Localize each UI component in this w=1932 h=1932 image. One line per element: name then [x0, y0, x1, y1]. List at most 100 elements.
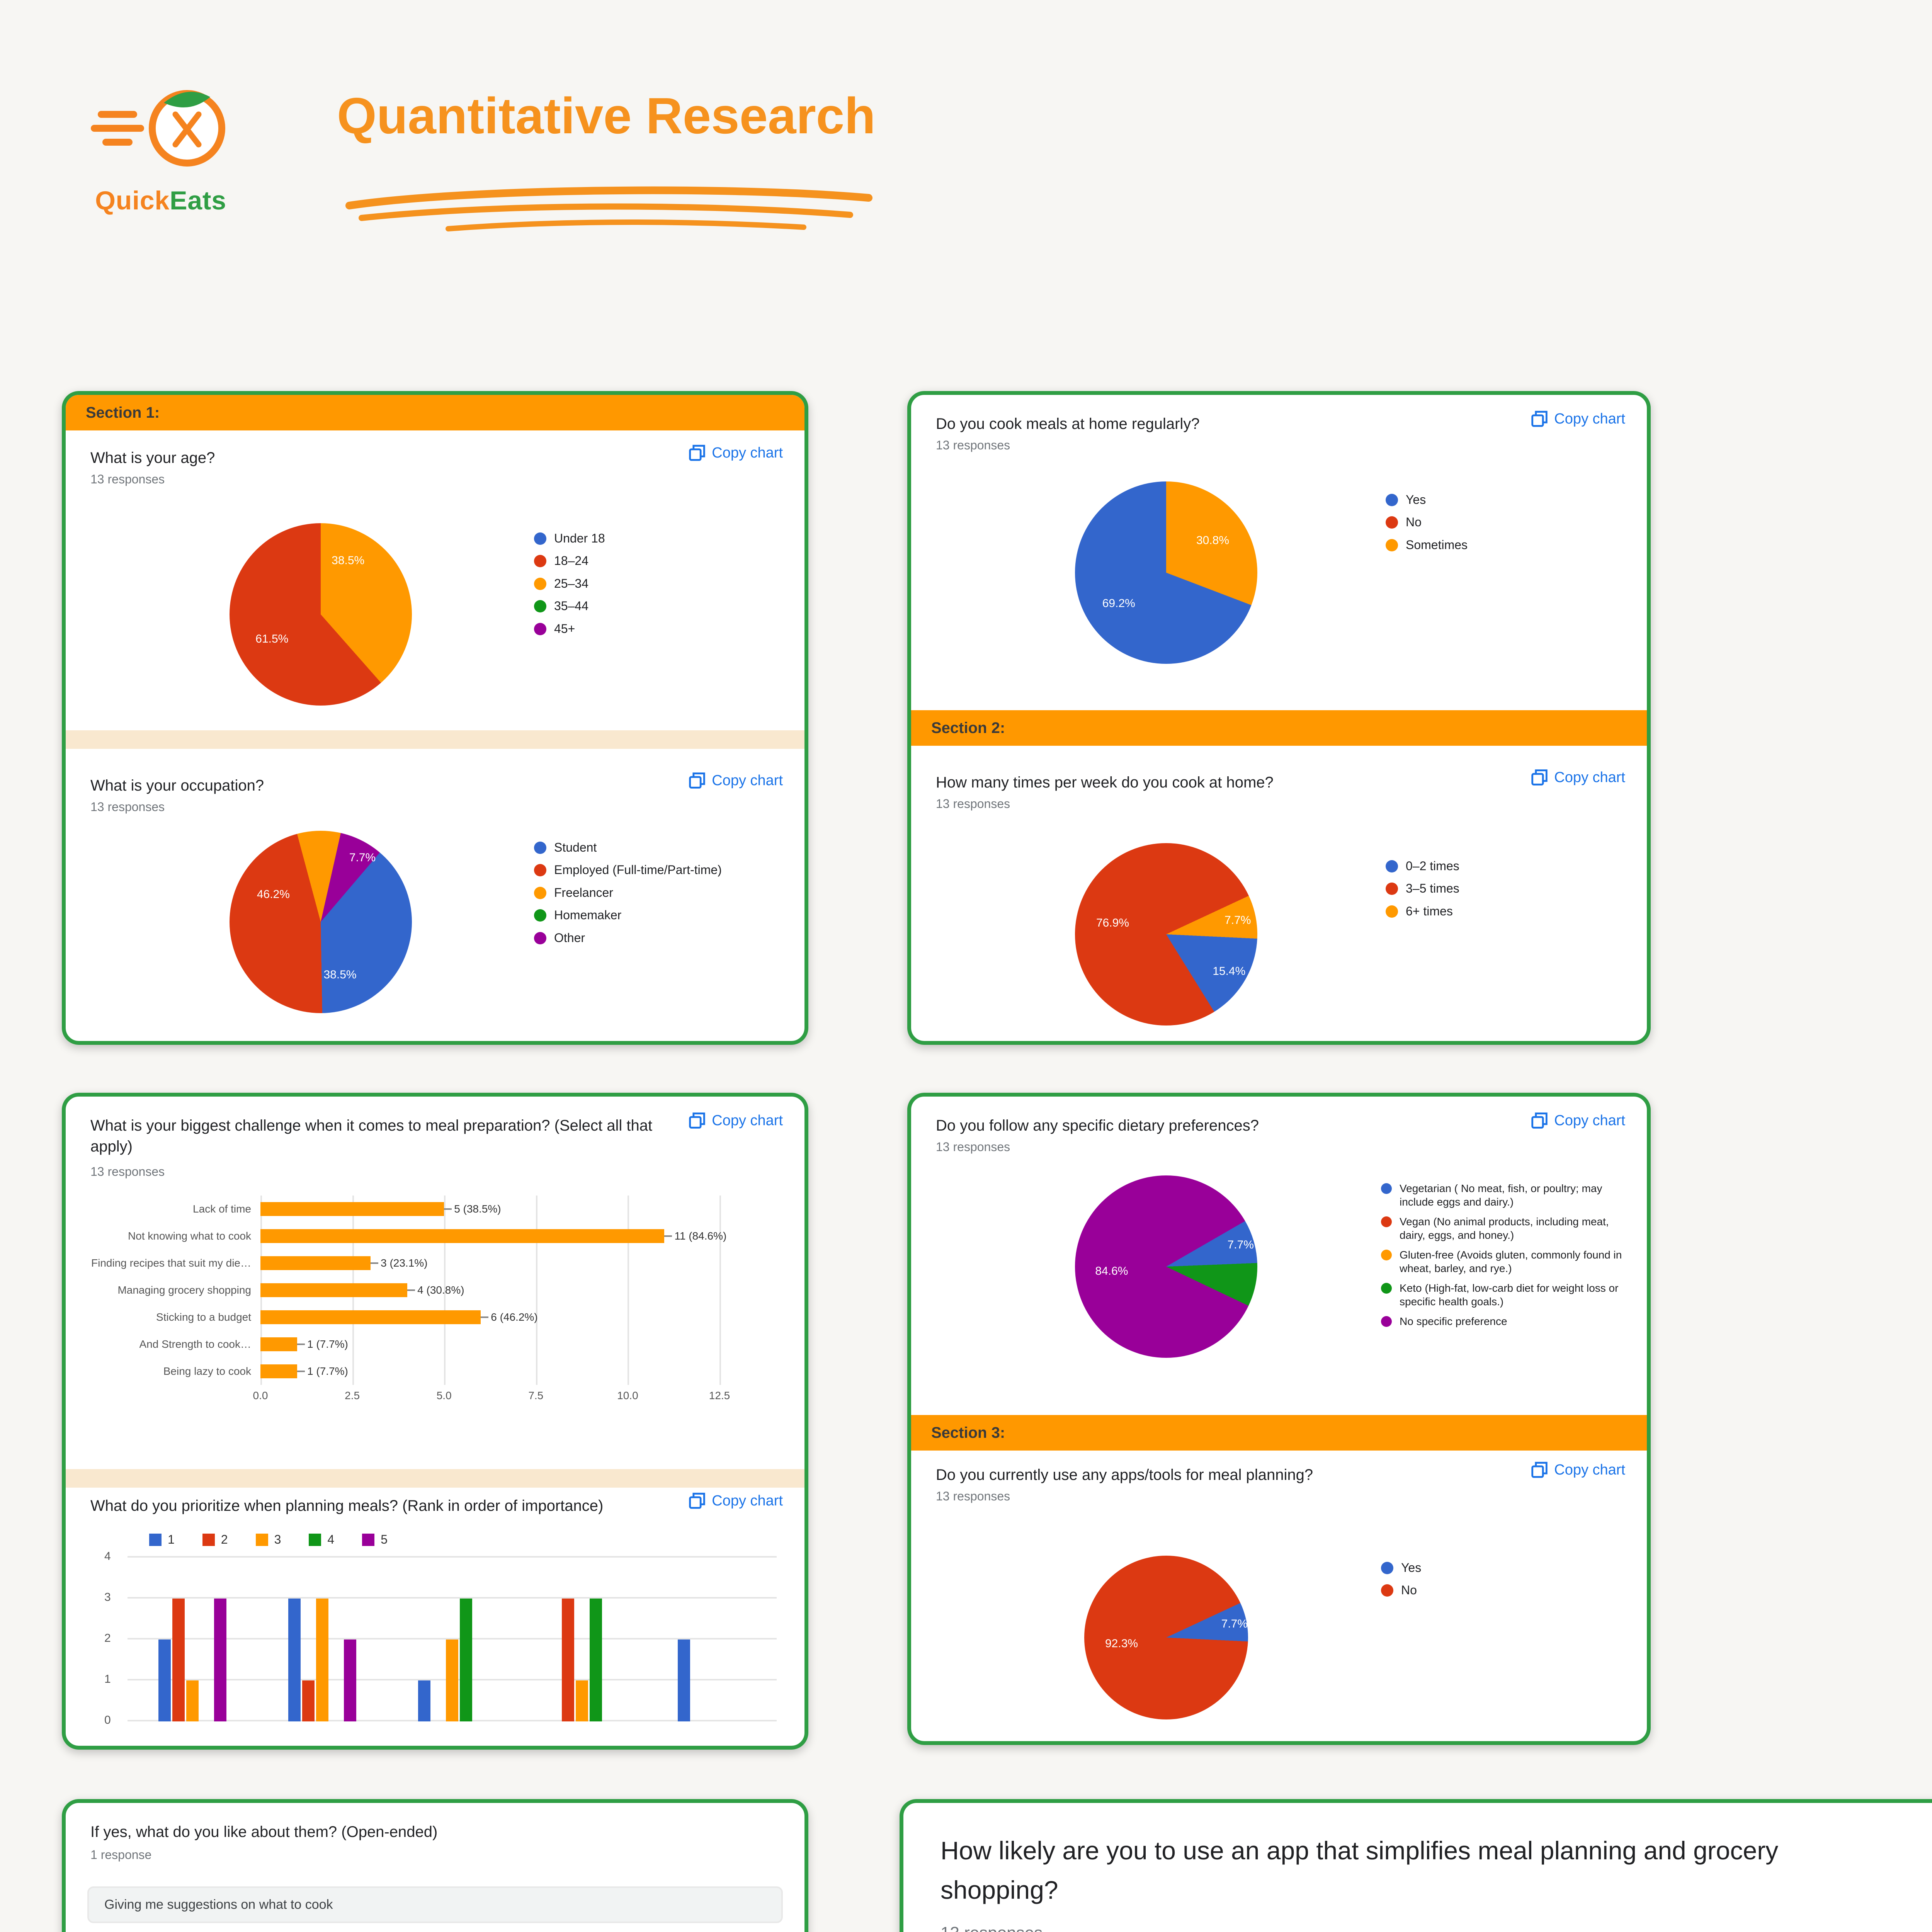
- divider: [66, 730, 804, 749]
- axis-tick-label: 12.5: [709, 1389, 730, 1401]
- x-axis: 0.0 2.5 5.0 7.5 10.0 12.5: [253, 1389, 730, 1405]
- legend-label: 18–24: [554, 554, 588, 568]
- legend-label: No: [1406, 515, 1422, 529]
- axis-tick-label: 2: [104, 1632, 111, 1645]
- quickeats-logo-icon: [91, 90, 225, 167]
- question-title-challenges: What is your biggest challenge when it c…: [90, 1117, 653, 1155]
- question-title-cook-regularly: Do you cook meals at home regularly?: [936, 415, 1200, 432]
- legend-item: 45+: [534, 621, 605, 636]
- gridline: 3: [104, 1591, 777, 1604]
- times-per-week-legend: 0–2 times 3–5 times 6+ times: [1386, 859, 1459, 918]
- brand-part-eats: Eats: [170, 186, 226, 215]
- gridline: 2: [104, 1632, 777, 1645]
- pie-percent-label: 15.4%: [1213, 964, 1246, 978]
- legend-label: Homemaker: [554, 908, 622, 922]
- pie-percent-label: 84.6%: [1095, 1265, 1128, 1278]
- axis-tick-label: 0.0: [253, 1389, 268, 1401]
- bar: [260, 1283, 408, 1297]
- legend-dot: [1381, 1584, 1393, 1597]
- gridline: [536, 1196, 537, 1385]
- bar-category-label: Finding recipes that suit my die…: [91, 1257, 251, 1269]
- bar: [316, 1599, 328, 1721]
- gridline: [719, 1196, 721, 1385]
- question-title-priorities: What do you prioritize when planning mea…: [90, 1497, 604, 1514]
- question-title-dietary: Do you follow any specific dietary prefe…: [936, 1117, 1259, 1134]
- legend-item: 5: [362, 1532, 388, 1547]
- legend-label: Gluten-free (Avoids gluten, commonly fou…: [1400, 1249, 1622, 1274]
- legend-item: Other: [534, 930, 722, 945]
- bar: [260, 1310, 481, 1324]
- response-count-occupation: 13 responses: [90, 800, 165, 814]
- legend-label: Yes: [1401, 1561, 1422, 1575]
- legend-dot: [534, 532, 546, 545]
- copy-chart-button[interactable]: Copy chart: [689, 444, 783, 461]
- copy-chart-button[interactable]: Copy chart: [1531, 410, 1625, 427]
- gridline: [628, 1196, 629, 1385]
- legend-item: 3–5 times: [1386, 881, 1459, 896]
- bar-category-label: And Strength to cook…: [139, 1338, 251, 1350]
- legend-swatch: [149, 1533, 162, 1546]
- legend-label: Under 18: [554, 531, 605, 545]
- bar-value-label: 4 (30.8%): [407, 1284, 464, 1296]
- copy-chart-button[interactable]: Copy chart: [689, 1492, 783, 1509]
- bar: [576, 1680, 588, 1721]
- legend-item: Sometimes: [1386, 537, 1468, 552]
- legend-item: Student: [534, 840, 722, 855]
- copy-chart-button[interactable]: Copy chart: [1531, 1461, 1625, 1478]
- legend-swatch: [362, 1533, 375, 1546]
- section-1-bar: Section 1:: [66, 395, 804, 430]
- question-title-apps-tools: Do you currently use any apps/tools for …: [936, 1466, 1313, 1483]
- legend-item: Vegetarian ( No meat, fish, or poultry; …: [1381, 1182, 1625, 1209]
- question-title-occupation: What is your occupation?: [90, 777, 264, 794]
- legend-swatch: [202, 1533, 215, 1546]
- bar-row: And Strength to cook… 1 (7.7%): [139, 1331, 719, 1358]
- card-demographics: Section 1: What is your age? 13 response…: [62, 391, 808, 1045]
- legend-dot: [1386, 516, 1398, 529]
- bar-row: Being lazy to cook 1 (7.7%): [163, 1358, 719, 1385]
- legend-label: Keto (High-fat, low-carb diet for weight…: [1400, 1282, 1619, 1308]
- legend-swatch: [309, 1533, 321, 1546]
- legend-dot: [1381, 1283, 1392, 1294]
- times-per-week-pie-chart: 7.7% 15.4% 76.9%: [1075, 843, 1257, 1026]
- bar: [260, 1256, 371, 1270]
- occupation-legend: Student Employed (Full-time/Part-time) Fre…: [534, 840, 722, 945]
- response-count-like: 1 response: [90, 1848, 152, 1862]
- age-legend: Under 18 18–24 25–34 35–44 45+: [534, 531, 605, 636]
- pie-percent-label: 7.7%: [349, 851, 376, 864]
- legend-dot: [1381, 1316, 1392, 1327]
- bar-value-label: 6 (46.2%): [481, 1311, 537, 1323]
- legend-item: 25–34: [534, 576, 605, 591]
- copy-chart-button[interactable]: Copy chart: [1531, 1112, 1625, 1129]
- bar: [158, 1639, 171, 1721]
- question-title-age: What is your age?: [90, 449, 215, 466]
- bar: [214, 1599, 226, 1721]
- bar-row: Managing grocery shopping 4 (30.8%): [117, 1277, 719, 1304]
- legend-item: 18–24: [534, 553, 605, 568]
- pie-percent-label: 30.8%: [1196, 534, 1230, 547]
- legend-label: 35–44: [554, 599, 588, 613]
- axis-tick-label: 4: [104, 1550, 111, 1563]
- copy-chart-label: Copy chart: [712, 772, 783, 789]
- bar: [418, 1680, 430, 1721]
- copy-chart-button[interactable]: Copy chart: [1531, 769, 1625, 786]
- legend-dot: [534, 622, 546, 635]
- bar: [260, 1337, 298, 1351]
- bar-group: [387, 1558, 517, 1721]
- legend-label: Other: [554, 930, 585, 945]
- open-answer-like: Giving me suggestions on what to cook: [87, 1886, 783, 1923]
- response-count-cook-regularly: 13 responses: [936, 438, 1010, 452]
- legend-dot: [1381, 1562, 1393, 1574]
- copy-chart-button[interactable]: Copy chart: [689, 772, 783, 789]
- pie-percent-label: 92.3%: [1105, 1637, 1138, 1650]
- copy-icon: [689, 1112, 705, 1129]
- legend-dot: [1386, 539, 1398, 551]
- divider: [66, 1469, 804, 1488]
- legend-dot: [534, 577, 546, 590]
- occupation-pie-chart: 7.7% 38.5% 46.2%: [230, 831, 412, 1013]
- priorities-legend: 1 2 3 4 5: [149, 1532, 777, 1547]
- copy-chart-button[interactable]: Copy chart: [689, 1112, 783, 1129]
- age-pie-chart: 38.5% 61.5%: [230, 523, 412, 706]
- bar-value-label: 1 (7.7%): [297, 1338, 348, 1350]
- legend-label: Student: [554, 840, 597, 854]
- copy-chart-label: Copy chart: [1554, 1112, 1625, 1129]
